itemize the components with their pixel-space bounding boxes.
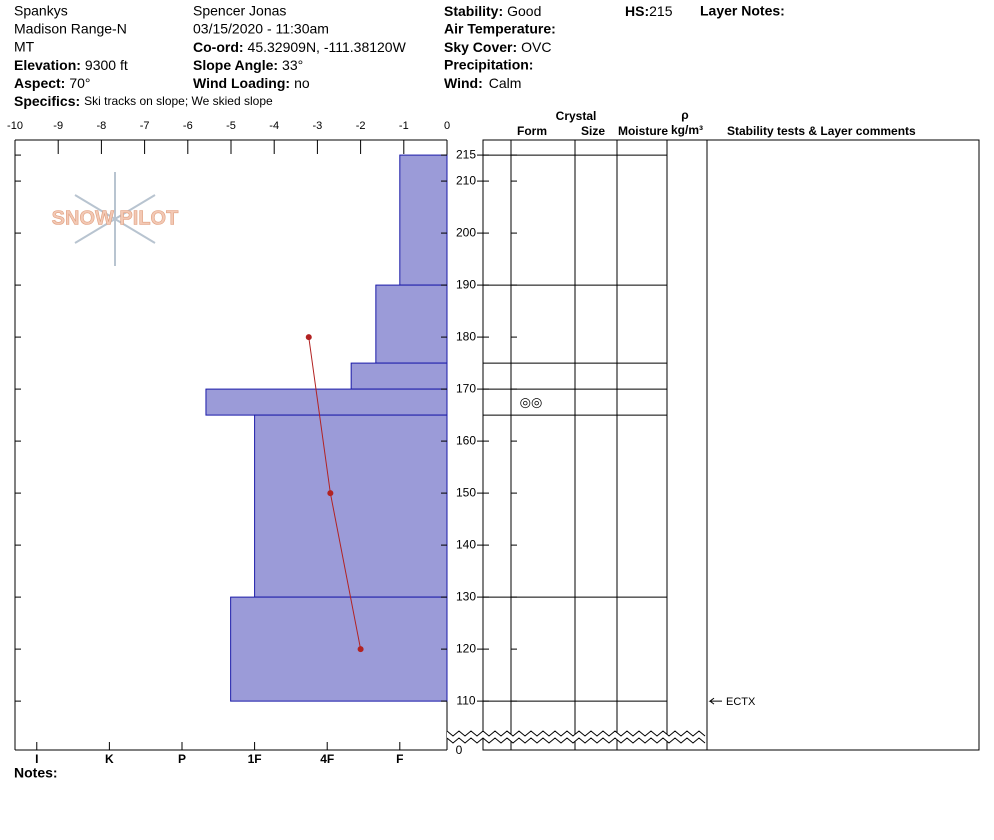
temperature-point	[327, 490, 334, 497]
hardness-bar	[254, 414, 448, 598]
label: Specifics:	[14, 93, 80, 109]
x-tick-label: -7	[140, 120, 150, 132]
x-tick-label: 0	[444, 120, 450, 132]
header: Spankys Madison Range-N MT Elevation: 930…	[14, 3, 785, 781]
test-label: ECTX	[726, 696, 756, 708]
wind: Wind: Calm	[444, 75, 521, 91]
size: Size	[581, 124, 605, 138]
hs: HS:215	[625, 3, 673, 19]
stability: Stability: Good	[444, 3, 541, 19]
value: 215	[649, 3, 673, 19]
y-tick-label: 200	[456, 225, 476, 239]
ground-label: 0	[456, 743, 463, 757]
state: MT	[14, 39, 35, 55]
value: no	[294, 75, 310, 91]
label: HS:	[625, 3, 649, 19]
y-tick-label: 160	[456, 433, 476, 447]
axis-break	[446, 737, 706, 744]
layer-notes: Layer Notes:	[700, 3, 785, 19]
logo-text: SNOW PILOT	[52, 207, 179, 229]
y-tick-label: 210	[456, 173, 476, 187]
label: Wind:	[444, 75, 483, 91]
y-tick-label: 120	[456, 641, 476, 655]
label: Slope Angle:	[193, 57, 278, 73]
aspect: Aspect: 70°	[14, 75, 91, 91]
hardness-bar	[205, 388, 448, 416]
value: 45.32909N, -111.38120W	[248, 39, 407, 55]
value: OVC	[521, 39, 551, 55]
hardness-bar	[230, 596, 448, 702]
label: Co-ord:	[193, 39, 244, 55]
x-tick-label: -5	[226, 120, 236, 132]
hardness-label: P	[178, 752, 186, 766]
hardness-label: I	[35, 752, 38, 766]
hardness-bar	[375, 284, 448, 364]
form: Form	[517, 124, 547, 138]
table-frame	[482, 139, 980, 751]
comments: Stability tests & Layer comments	[727, 124, 916, 138]
x-tick-label: -10	[7, 120, 23, 132]
y-tick-label: 215	[456, 147, 476, 161]
label: Sky Cover:	[444, 39, 517, 55]
value: 9300 ft	[85, 57, 128, 73]
coord: Co-ord: 45.32909N, -111.38120W	[193, 39, 407, 55]
y-tick-label: 110	[456, 693, 475, 707]
value: 33°	[282, 57, 303, 73]
label: Stability:	[444, 3, 503, 19]
notes: Notes:	[14, 765, 58, 781]
rho: ρ	[681, 108, 688, 122]
grain-form: ◎◎	[520, 395, 543, 410]
axis-break	[446, 730, 706, 737]
x-tick-label: -3	[313, 120, 323, 132]
value: Good	[507, 3, 541, 19]
location: Spankys	[14, 3, 68, 19]
moisture: Moisture	[618, 124, 668, 138]
label: Wind Loading:	[193, 75, 290, 91]
test-arrow	[708, 697, 722, 705]
slope-angle: Slope Angle: 33°	[193, 57, 303, 73]
temperature-point	[305, 334, 312, 341]
y-tick-label: 180	[456, 329, 476, 343]
range: Madison Range-N	[14, 21, 127, 37]
hardness-label: F	[396, 752, 403, 766]
observer: Spencer Jonas	[193, 3, 286, 19]
y-tick-label: 170	[456, 381, 476, 395]
label: Elevation:	[14, 57, 81, 73]
sky-cover: Sky Cover: OVC	[444, 39, 552, 55]
datetime: 03/15/2020 - 11:30am	[193, 21, 329, 37]
x-tick-label: -2	[356, 120, 366, 132]
y-tick-label: 190	[456, 277, 476, 291]
value: 70°	[69, 75, 90, 91]
hardness-bar	[399, 154, 448, 286]
wind-loading: Wind Loading: no	[193, 75, 310, 91]
precipitation: Precipitation:	[444, 57, 533, 73]
axis-break	[447, 731, 705, 743]
hardness-label: 4F	[320, 752, 334, 766]
elevation: Elevation: 9300 ft	[14, 57, 128, 73]
specifics: Specifics: Ski tracks on slope; We skied …	[14, 93, 273, 109]
hardness-label: K	[105, 752, 114, 766]
value: Calm	[489, 75, 522, 91]
x-tick-label: -1	[399, 120, 409, 132]
density-unit: kg/m³	[671, 123, 703, 137]
logo: SNOW PILOT	[51, 172, 179, 266]
value: Ski tracks on slope; We skied slope	[84, 94, 273, 108]
air-temperature: Air Temperature:	[444, 21, 556, 37]
table-header: Crystal Form Size Moisture ρ kg/m³ Stabi…	[517, 108, 916, 138]
hardness-label: 1F	[248, 752, 262, 766]
x-tick-label: -6	[183, 120, 193, 132]
y-tick-label: 150	[456, 485, 476, 499]
x-tick-label: -9	[53, 120, 63, 132]
x-tick-label: -4	[269, 120, 279, 132]
y-tick-label: 140	[456, 537, 476, 551]
temperature-point	[357, 646, 364, 653]
crystal: Crystal	[556, 109, 597, 123]
x-tick-label: -8	[97, 120, 107, 132]
label: Aspect:	[14, 75, 65, 91]
hardness-bar	[350, 362, 448, 390]
y-tick-label: 130	[456, 589, 476, 603]
